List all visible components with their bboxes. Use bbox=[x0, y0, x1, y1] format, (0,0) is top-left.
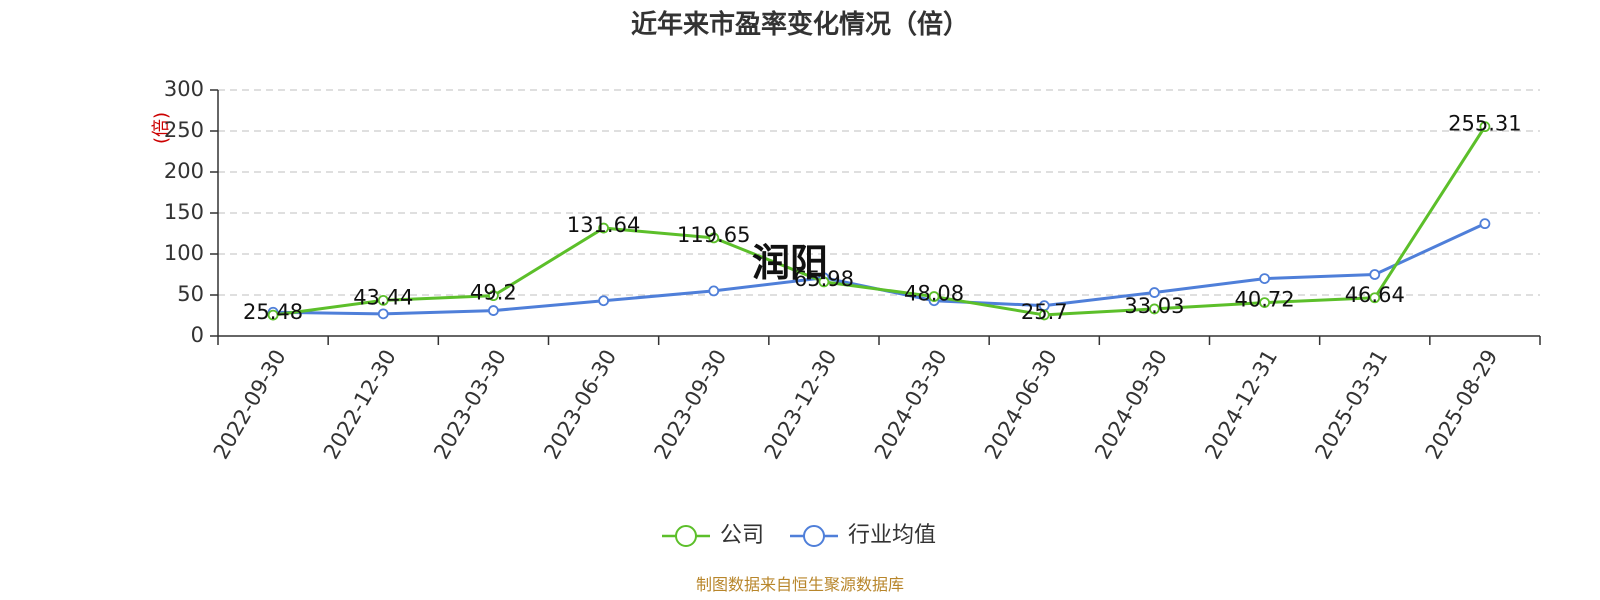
y-tick-labels: 0 50 100 150 200 250 300 bbox=[164, 77, 204, 347]
data-point bbox=[1479, 218, 1491, 230]
data-point bbox=[928, 291, 940, 302]
data-label: 131.64 bbox=[567, 213, 640, 237]
data-label: 49.2 bbox=[470, 281, 517, 305]
data-point bbox=[267, 309, 279, 321]
y-tick-label: 200 bbox=[164, 159, 204, 183]
data-point bbox=[708, 285, 720, 297]
data-point bbox=[488, 290, 499, 302]
data-label: 255.31 bbox=[1448, 112, 1521, 136]
x-tick-label: 2024-09-30 bbox=[1090, 346, 1172, 464]
series-line-0 bbox=[272, 125, 1487, 317]
data-point bbox=[1149, 303, 1160, 315]
x-tick-label: 2023-09-30 bbox=[649, 346, 731, 464]
x-tick-label: 2023-12-30 bbox=[760, 346, 842, 464]
x-tick-labels: 2022-09-30 2022-12-30 2023-03-30 2023-06-30… bbox=[209, 345, 1503, 463]
data-point bbox=[598, 295, 609, 307]
x-tick-label: 2025-03-31 bbox=[1310, 346, 1392, 464]
x-tick-label: 2023-03-30 bbox=[429, 345, 511, 463]
y-tick-label: 0 bbox=[191, 323, 204, 347]
data-point bbox=[1259, 297, 1270, 309]
axes bbox=[210, 89, 1541, 345]
y-tick-label: 100 bbox=[164, 241, 204, 265]
y-tick-label: 150 bbox=[164, 200, 204, 224]
x-tick-label: 2024-03-30 bbox=[870, 345, 952, 463]
data-label: 25.7 bbox=[1021, 300, 1068, 324]
data-point bbox=[598, 222, 609, 234]
data-label: 40.72 bbox=[1235, 288, 1295, 312]
data-label: 25.48 bbox=[243, 300, 303, 324]
x-tick-label: 2024-12-31 bbox=[1200, 346, 1282, 464]
data-point bbox=[1479, 121, 1491, 133]
data-point bbox=[818, 276, 830, 288]
data-label: 33.03 bbox=[1124, 294, 1184, 318]
grid-lines bbox=[218, 89, 1540, 296]
data-label: 43.44 bbox=[353, 285, 413, 309]
x-tick-label: 2023-06-30 bbox=[539, 346, 621, 464]
series-lines bbox=[267, 121, 1491, 321]
data-point bbox=[1369, 292, 1381, 304]
legend-label-0: 公司 bbox=[720, 523, 764, 548]
data-label: 48.08 bbox=[904, 282, 964, 306]
y-tick-label: 300 bbox=[164, 77, 204, 101]
data-label: 65.98 bbox=[794, 267, 854, 291]
data-point bbox=[488, 305, 499, 316]
x-tick-label: 2024-06-30 bbox=[980, 346, 1062, 464]
watermark-text: 润阳 bbox=[752, 241, 828, 285]
y-axis-unit-label: (倍) bbox=[151, 112, 172, 144]
legend-label-1: 行业均值 bbox=[848, 523, 936, 548]
y-tick-label: 250 bbox=[164, 118, 204, 142]
data-point bbox=[377, 308, 389, 320]
data-point bbox=[708, 232, 720, 244]
data-label: 46.64 bbox=[1345, 283, 1405, 307]
data-point bbox=[1149, 287, 1160, 298]
x-tick-label: 2022-09-30 bbox=[209, 346, 291, 464]
legend: 公司 行业均值 bbox=[662, 523, 936, 548]
legend-marker-1 bbox=[803, 525, 825, 547]
x-tick-label: 2022-12-30 bbox=[319, 346, 401, 464]
source-note: 制图数据来自恒生聚源数据库 bbox=[696, 575, 904, 594]
data-point bbox=[1369, 269, 1381, 280]
data-point bbox=[1038, 309, 1050, 321]
data-point bbox=[377, 294, 389, 306]
data-label: 119.65 bbox=[677, 223, 750, 247]
x-tick-label: 2025-08-29 bbox=[1421, 346, 1503, 464]
y-tick-label: 50 bbox=[177, 282, 204, 306]
data-point bbox=[1259, 273, 1270, 285]
legend-marker-0 bbox=[675, 525, 697, 547]
data-labels: 25.48 43.44 49.2 131.64 119.65 65.98 48.08 25.7… bbox=[243, 112, 1522, 324]
chart-title: 近年来市盈率变化情况（倍） bbox=[631, 9, 969, 40]
